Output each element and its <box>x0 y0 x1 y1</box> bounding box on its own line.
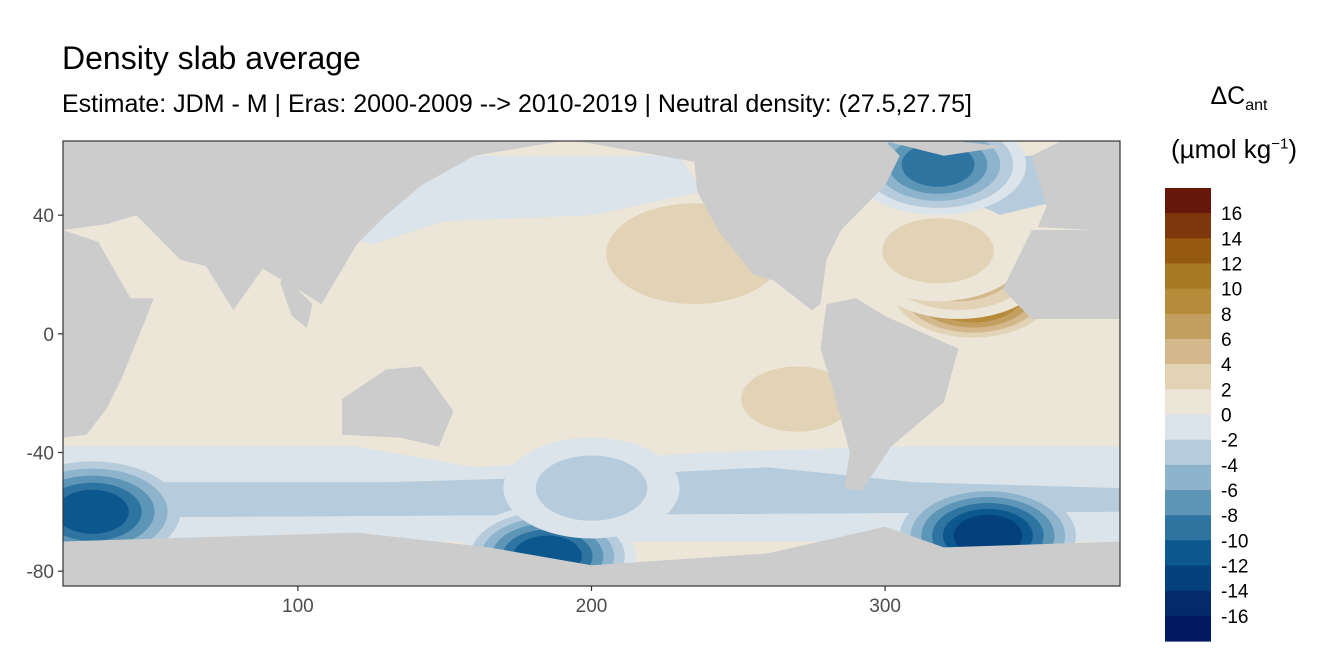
legend-colorbar <box>1165 188 1211 642</box>
chart-subtitle: Estimate: JDM - M | Eras: 2000-2009 --> … <box>62 90 972 118</box>
legend-swatch-5 <box>1165 313 1211 340</box>
x-tick-label-200: 200 <box>576 596 608 617</box>
legend-title-unit: (µmol kg−1) <box>1154 136 1314 162</box>
legend-swatch-12 <box>1165 490 1211 516</box>
legend-swatch-0 <box>1165 188 1211 214</box>
legend-label-1: 14 <box>1221 229 1243 250</box>
legend-label-14: -12 <box>1221 557 1248 578</box>
legend-swatch-11 <box>1165 464 1211 491</box>
legend-unit-suffix: ) <box>1288 134 1297 164</box>
land-north-america <box>576 141 900 311</box>
legend-title-symbol: ΔC <box>1210 82 1246 110</box>
legend-label-16: -16 <box>1221 607 1248 628</box>
chart-title: Density slab average <box>62 40 361 76</box>
x-tick-label-100: 100 <box>282 596 314 617</box>
y-tick-label-0: 0 <box>43 325 54 346</box>
land-india <box>203 262 263 311</box>
legend-swatch-10 <box>1165 439 1211 466</box>
legend-swatch-15 <box>1165 565 1211 592</box>
feature-3-level-1 <box>741 366 853 432</box>
legend-swatch-9 <box>1165 414 1211 441</box>
feature-9-level-1 <box>535 455 648 521</box>
land-europe-east-atlantic <box>1031 141 1120 230</box>
legend-label-3: 10 <box>1221 280 1242 301</box>
legend-swatch-3 <box>1165 263 1211 290</box>
land-southeast-asia <box>280 274 313 328</box>
legend-label-0: 16 <box>1221 204 1242 225</box>
legend-label-13: -10 <box>1221 531 1248 552</box>
legend-label-9: -2 <box>1221 431 1238 452</box>
y-tick-label-40: 40 <box>33 206 54 227</box>
legend-swatch-4 <box>1165 288 1211 315</box>
legend-label-12: -8 <box>1221 506 1238 527</box>
land-eurasia <box>63 141 563 311</box>
legend-label-5: 6 <box>1221 330 1232 351</box>
legend-unit-sup: −1 <box>1271 135 1289 153</box>
feature-8-level-4 <box>63 489 129 534</box>
legend-swatch-2 <box>1165 238 1211 265</box>
legend-swatch-13 <box>1165 515 1211 541</box>
legend-swatch-7 <box>1165 364 1211 390</box>
y-tick-label--80: -80 <box>27 562 54 583</box>
legend-swatch-17 <box>1165 615 1211 642</box>
land-australia <box>341 366 454 447</box>
legend-swatch-6 <box>1165 339 1211 365</box>
y-tick-label--40: -40 <box>27 444 54 465</box>
legend-label-11: -6 <box>1221 481 1238 502</box>
feature-2-level-1 <box>882 218 994 284</box>
legend-labels: 16 14 12 10 8 6 4 2 0 -2 -4 -6 -8 -10 -12 -14 -16 <box>1221 204 1249 628</box>
legend-title-subscript: ant <box>1245 97 1268 114</box>
legend-label-15: -14 <box>1221 582 1249 603</box>
land-africa <box>63 230 154 438</box>
legend-label-10: -4 <box>1221 456 1238 477</box>
land-greenland <box>885 141 1003 156</box>
land-antarctica <box>63 526 1120 586</box>
land-south-america <box>820 298 959 492</box>
x-tick-label-300: 300 <box>869 596 901 617</box>
legend-swatch-16 <box>1165 590 1211 617</box>
legend-swatch-8 <box>1165 389 1211 416</box>
legend-swatch-14 <box>1165 540 1211 567</box>
legend-label-2: 12 <box>1221 255 1242 276</box>
legend-swatch-1 <box>1165 213 1211 239</box>
legend-label-8: 0 <box>1221 406 1232 427</box>
legend-label-7: 2 <box>1221 380 1232 401</box>
legend-unit-prefix: (µmol kg <box>1171 134 1272 164</box>
legend-label-6: 4 <box>1221 355 1232 376</box>
legend-title: ΔCant (µmol kg−1) <box>1164 82 1314 163</box>
land-west-africa <box>1002 230 1120 319</box>
legend-label-4: 8 <box>1221 305 1232 326</box>
map-panel <box>63 141 1120 586</box>
